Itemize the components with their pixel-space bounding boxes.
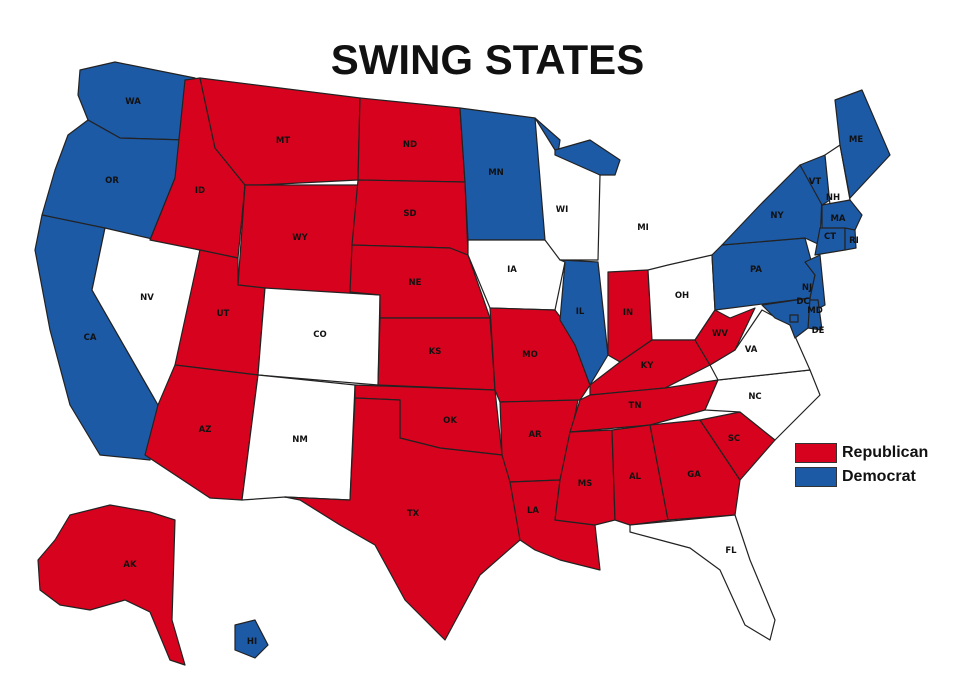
map-title: SWING STATES	[330, 36, 645, 83]
state-MI[interactable]	[554, 139, 621, 176]
state-label-mo: MO	[522, 350, 538, 360]
state-label-pa: PA	[750, 265, 762, 275]
state-label-me: ME	[849, 135, 863, 145]
state-AK[interactable]	[37, 504, 186, 666]
state-label-la: LA	[527, 506, 539, 516]
state-GA[interactable]	[649, 419, 741, 521]
state-label-nd: ND	[403, 140, 417, 150]
state-label-ks: KS	[429, 347, 442, 357]
state-labels: WA OR CA NV ID MT WY UT AZ CO NM ND SD NE KS OK TX MN IA MO…	[84, 97, 864, 647]
legend-swatch-democrat	[795, 467, 837, 487]
state-label-il: IL	[576, 307, 585, 317]
state-label-ri: RI	[849, 236, 859, 246]
state-label-mt: MT	[276, 136, 290, 146]
state-label-hi: HI	[247, 637, 257, 647]
state-RI[interactable]	[844, 227, 857, 251]
state-label-nv: NV	[140, 293, 154, 303]
state-label-ar: AR	[528, 430, 542, 440]
state-label-nh: NH	[826, 193, 840, 203]
legend-item-democrat: Democrat	[795, 466, 928, 488]
state-label-mn: MN	[488, 168, 504, 178]
legend-label-democrat: Democrat	[842, 468, 916, 485]
state-label-wv: WV	[712, 329, 728, 339]
state-label-nc: NC	[748, 392, 761, 402]
state-DC[interactable]	[789, 314, 799, 323]
state-ME[interactable]	[834, 89, 891, 199]
state-WI[interactable]	[534, 117, 601, 261]
legend: Republican Democrat	[795, 442, 928, 490]
state-IL[interactable]	[559, 259, 609, 386]
state-label-vt: VT	[809, 177, 822, 187]
state-HI[interactable]	[234, 619, 269, 659]
state-label-al: AL	[629, 472, 642, 482]
state-label-wy: WY	[292, 233, 308, 243]
state-label-ok: OK	[443, 416, 457, 426]
state-label-az: AZ	[199, 425, 212, 435]
state-label-ny: NY	[770, 211, 784, 221]
state-label-ne: NE	[409, 278, 422, 288]
legend-item-republican: Republican	[795, 442, 928, 464]
state-label-or: OR	[105, 176, 119, 186]
legend-swatch-republican	[795, 443, 837, 463]
state-label-ia: IA	[507, 265, 517, 275]
state-label-mi: MI	[637, 223, 649, 233]
state-label-nj: NJ	[802, 283, 812, 293]
state-label-id: ID	[195, 186, 205, 196]
state-label-wi: WI	[556, 205, 569, 215]
state-label-dc: DC	[796, 297, 809, 307]
state-label-fl: FL	[725, 546, 737, 556]
state-FL[interactable]	[629, 514, 776, 641]
state-MA[interactable]	[821, 199, 863, 231]
state-label-de: DE	[812, 326, 825, 336]
state-label-md: MD	[807, 306, 823, 316]
state-label-wa: WA	[125, 97, 141, 107]
state-label-ga: GA	[687, 470, 701, 480]
state-label-tn: TN	[629, 401, 642, 411]
state-label-ak: AK	[123, 560, 137, 570]
state-label-sc: SC	[728, 434, 740, 444]
state-label-nm: NM	[292, 435, 308, 445]
state-label-ct: CT	[824, 232, 836, 242]
state-label-in: IN	[623, 308, 633, 318]
state-label-tx: TX	[407, 509, 420, 519]
state-label-oh: OH	[675, 291, 689, 301]
state-label-va: VA	[745, 345, 758, 355]
state-label-ms: MS	[578, 479, 593, 489]
state-label-co: CO	[313, 330, 326, 340]
state-label-ma: MA	[830, 214, 845, 224]
state-AL[interactable]	[611, 424, 669, 526]
state-MO[interactable]	[489, 307, 591, 403]
state-label-sd: SD	[403, 209, 416, 219]
state-label-ut: UT	[217, 309, 230, 319]
state-label-ky: KY	[641, 361, 655, 371]
legend-label-republican: Republican	[842, 444, 929, 461]
state-TX[interactable]	[284, 397, 521, 641]
state-label-ca: CA	[84, 333, 97, 343]
state-MD[interactable]	[761, 297, 811, 339]
